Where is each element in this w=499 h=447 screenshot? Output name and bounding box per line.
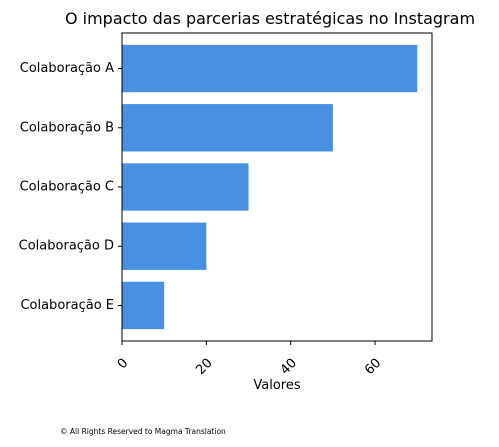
y-tick-label: Colaboração A [20,61,114,76]
x-axis: 0 20 40 60 [115,341,384,378]
bar-b [122,104,333,152]
bar-a [122,44,418,93]
copyright-notice: © All Rights Reserved to Magma Translati… [60,427,226,436]
x-tick-label: 20 [193,356,215,378]
bars-group [122,44,418,330]
y-tick-label: Colaboração C [20,180,114,195]
y-tick-label: Colaboração E [20,298,114,313]
y-axis: Colaboração A Colaboração B Colaboração C C… [19,61,122,313]
y-tick-label: Colaboração B [20,120,114,135]
bar-d [122,222,207,270]
x-axis-label: Valores [253,378,300,393]
x-tick-label: 40 [278,356,300,378]
y-tick-label: Colaboração D [19,239,114,254]
bar-e [122,281,165,330]
x-tick-label: 0 [115,356,131,372]
bar-c [122,163,249,211]
x-tick-label: 60 [362,356,384,378]
chart-title: O impacto das parcerias estratégicas no … [65,9,475,28]
plot-frame [121,32,433,342]
